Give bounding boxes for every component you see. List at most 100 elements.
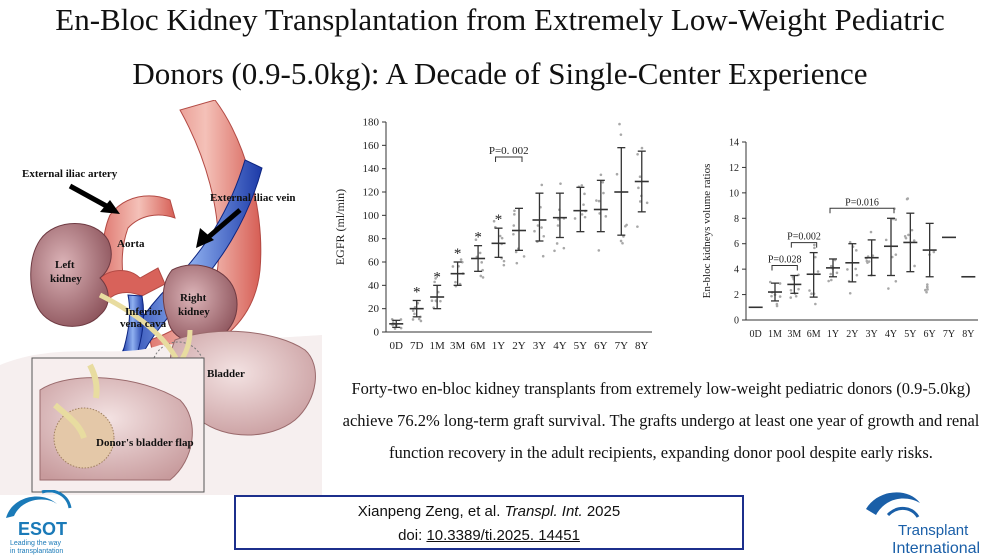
data-point <box>637 186 640 190</box>
label-right-kidney-2: kidney <box>178 306 210 318</box>
x-tick-label: 6M <box>470 340 486 352</box>
ti-name-2: International <box>892 540 980 557</box>
citation-line-2: doi: 10.3389/ti.2025. 14451 <box>236 527 742 544</box>
data-point <box>599 173 603 177</box>
data-point <box>855 273 859 277</box>
label-left-kidney-1: Left <box>55 259 75 271</box>
data-point <box>619 239 623 243</box>
data-point <box>515 261 519 265</box>
data-point <box>775 304 779 308</box>
data-point <box>926 288 929 291</box>
data-point <box>582 203 585 206</box>
x-tick-label: 3Y <box>866 329 878 340</box>
esot-name: ESOT <box>18 519 67 539</box>
x-tick-label: 8Y <box>635 340 649 352</box>
x-tick-label: 6Y <box>924 329 936 340</box>
data-point <box>816 270 820 273</box>
data-point <box>926 286 929 289</box>
y-tick-label: 0 <box>374 327 380 339</box>
data-point <box>865 259 869 263</box>
esot-tagline-1: Leading the way <box>10 540 61 547</box>
data-point <box>624 224 627 228</box>
x-tick-label: 3M <box>787 329 801 340</box>
data-point <box>536 224 540 227</box>
data-point <box>835 271 839 275</box>
significance-bracket <box>495 156 523 162</box>
x-tick-label: 4Y <box>553 340 567 352</box>
data-point <box>513 213 516 216</box>
data-point <box>827 279 830 283</box>
data-point <box>512 224 516 227</box>
x-tick-label: 0D <box>390 340 404 352</box>
data-point <box>789 296 793 299</box>
y-axis-label: EGFR (ml/min) <box>333 189 347 265</box>
data-point <box>894 253 898 256</box>
data-point <box>478 251 482 255</box>
data-point <box>884 238 888 242</box>
label-bladder: Bladder <box>207 368 245 380</box>
data-point <box>540 226 543 229</box>
label-artery: External iliac artery <box>22 168 118 180</box>
data-point <box>810 292 813 296</box>
doi-link[interactable]: 10.3389/ti.2025. 14451 <box>426 527 580 544</box>
data-point <box>910 228 914 232</box>
data-point <box>583 215 587 219</box>
x-tick-label: 7Y <box>615 340 629 352</box>
citation-year: 2025 <box>582 503 621 520</box>
data-point <box>559 182 562 185</box>
label-right-kidney-1: Right <box>180 292 207 304</box>
data-point <box>925 290 928 294</box>
data-point <box>636 152 639 156</box>
doi-label: doi: <box>398 527 427 544</box>
data-point <box>854 267 857 271</box>
data-point <box>829 264 833 268</box>
data-point <box>887 287 890 290</box>
data-point <box>905 197 909 201</box>
x-tick-label: 3Y <box>533 340 547 352</box>
y-tick-label: 140 <box>363 163 380 175</box>
x-tick-label: 1Y <box>492 340 506 352</box>
data-point <box>636 225 639 228</box>
data-point <box>522 255 526 258</box>
x-tick-label: 1M <box>430 340 446 352</box>
p-value-label: P=0.002 <box>787 232 821 243</box>
citation-line-1: Xianpeng Zeng, et al. Transpl. Int. 2025 <box>236 503 742 520</box>
y-tick-label: 100 <box>363 210 380 222</box>
data-point <box>797 287 800 291</box>
data-point <box>498 234 502 238</box>
data-point <box>580 184 584 187</box>
title-line-2: Donors (0.9-5.0kg): A Decade of Single-C… <box>132 56 868 91</box>
significance-bracket <box>790 242 818 248</box>
data-point <box>926 283 929 286</box>
data-point <box>542 234 546 238</box>
data-point <box>830 278 833 282</box>
data-point <box>411 318 415 321</box>
x-tick-label: 5Y <box>574 340 588 352</box>
caption-line-2: achieve 76.2% long-term graft survival. … <box>342 411 980 430</box>
y-tick-label: 6 <box>734 239 739 250</box>
data-point <box>814 302 817 306</box>
y-tick-label: 80 <box>368 233 380 245</box>
data-point <box>541 254 545 258</box>
data-point <box>621 241 624 245</box>
p-value-label: P=0.016 <box>845 197 879 208</box>
data-point <box>638 200 642 203</box>
data-point <box>461 260 464 264</box>
y-tick-label: 40 <box>368 280 380 292</box>
data-point <box>556 224 560 227</box>
x-tick-label: 8Y <box>962 329 974 340</box>
data-point <box>393 327 397 330</box>
data-point <box>430 299 434 303</box>
significance-star: * <box>495 212 503 228</box>
ti-swoosh-icon <box>866 492 920 515</box>
label-left-kidney-2: kidney <box>50 273 82 285</box>
data-point <box>770 294 773 298</box>
chart-1: 0 20 40 60 80 100 120 140 160 180 EGFR (ml/min) 0D 7… <box>333 117 652 352</box>
data-point <box>789 288 793 292</box>
x-tick-label: 0D <box>750 329 762 340</box>
data-point <box>514 250 518 254</box>
data-point <box>615 172 619 176</box>
data-point <box>512 232 515 236</box>
caption-line-3: function recovery in the adult recipient… <box>389 443 933 462</box>
